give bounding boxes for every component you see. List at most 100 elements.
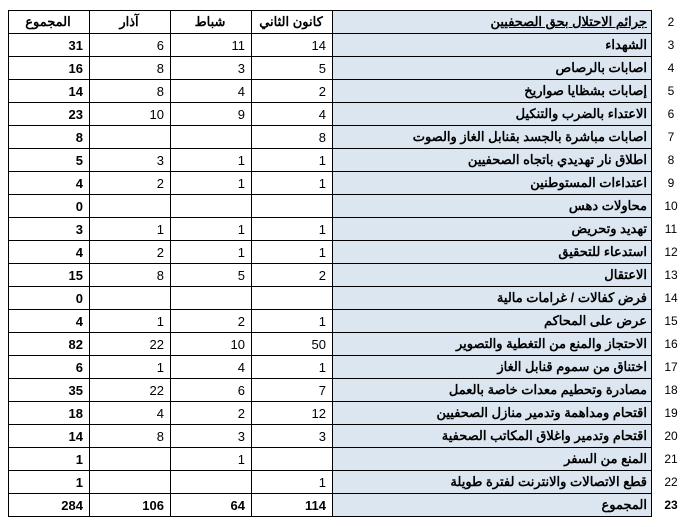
cell-feb: 11 <box>171 34 252 57</box>
footer-label: المجموع <box>333 494 652 517</box>
cell-total: 6 <box>9 356 90 379</box>
row-number: 3 <box>652 34 691 57</box>
header-col-mar: آذار <box>90 11 171 34</box>
cell-jan: 2 <box>252 264 333 287</box>
cell-feb: 5 <box>171 264 252 287</box>
cell-mar: 3 <box>90 149 171 172</box>
cell-mar: 6 <box>90 34 171 57</box>
cell-total: 1 <box>9 471 90 494</box>
row-label: الاحتجاز والمنع من التغطية والتصوير <box>333 333 652 356</box>
table-row: 8اطلاق نار تهديدي باتجاه الصحفيين1135 <box>9 149 691 172</box>
row-number: 2 <box>652 11 691 34</box>
row-label: اختناق من سموم قنابل الغاز <box>333 356 652 379</box>
row-label: الاعتقال <box>333 264 652 287</box>
table-row: 11تهديد وتحريض1113 <box>9 218 691 241</box>
cell-total: 4 <box>9 310 90 333</box>
cell-total: 14 <box>9 80 90 103</box>
cell-jan: 14 <box>252 34 333 57</box>
table-row: 4اصابات بالرصاص53816 <box>9 57 691 80</box>
row-label: تهديد وتحريض <box>333 218 652 241</box>
table-row: 14فرض كفالات / غرامات مالية0 <box>9 287 691 310</box>
row-number: 10 <box>652 195 691 218</box>
row-number: 8 <box>652 149 691 172</box>
violations-table: 2 جرائم الاحتلال بحق الصحفيين كانون الثا… <box>8 10 690 517</box>
row-label: المنع من السفر <box>333 448 652 471</box>
row-label: عرض على المحاكم <box>333 310 652 333</box>
cell-jan: 1 <box>252 218 333 241</box>
cell-total: 18 <box>9 402 90 425</box>
row-number: 18 <box>652 379 691 402</box>
row-number: 4 <box>652 57 691 80</box>
cell-feb <box>171 287 252 310</box>
cell-feb: 2 <box>171 310 252 333</box>
cell-feb: 10 <box>171 333 252 356</box>
row-number: 23 <box>652 494 691 517</box>
cell-jan: 1 <box>252 172 333 195</box>
row-number: 21 <box>652 448 691 471</box>
cell-total: 8 <box>9 126 90 149</box>
table-row: 21المنع من السفر11 <box>9 448 691 471</box>
cell-jan: 1 <box>252 471 333 494</box>
cell-jan: 1 <box>252 356 333 379</box>
table-row: 18مصادرة وتحطيم معدات خاصة بالعمل762235 <box>9 379 691 402</box>
row-label: اعتداءات المستوطنين <box>333 172 652 195</box>
cell-feb: 4 <box>171 80 252 103</box>
cell-mar: 10 <box>90 103 171 126</box>
cell-jan: 8 <box>252 126 333 149</box>
cell-total: 1 <box>9 448 90 471</box>
row-number: 13 <box>652 264 691 287</box>
cell-jan: 2 <box>252 80 333 103</box>
table-row: 15عرض على المحاكم1214 <box>9 310 691 333</box>
cell-total: 23 <box>9 103 90 126</box>
cell-jan: 1 <box>252 310 333 333</box>
cell-mar: 2 <box>90 241 171 264</box>
row-label: الاعتداء بالضرب والتنكيل <box>333 103 652 126</box>
cell-mar: 8 <box>90 80 171 103</box>
cell-feb: 2 <box>171 402 252 425</box>
cell-mar <box>90 126 171 149</box>
cell-mar: 8 <box>90 264 171 287</box>
row-label: مصادرة وتحطيم معدات خاصة بالعمل <box>333 379 652 402</box>
cell-jan <box>252 448 333 471</box>
cell-jan: 5 <box>252 57 333 80</box>
cell-jan: 4 <box>252 103 333 126</box>
cell-jan <box>252 195 333 218</box>
cell-feb <box>171 471 252 494</box>
cell-jan <box>252 287 333 310</box>
table-row: 3الشهداء1411631 <box>9 34 691 57</box>
table-header-row: 2 جرائم الاحتلال بحق الصحفيين كانون الثا… <box>9 11 691 34</box>
row-label: إصابات بشظايا صواريخ <box>333 80 652 103</box>
row-number: 19 <box>652 402 691 425</box>
row-number: 17 <box>652 356 691 379</box>
cell-feb: 1 <box>171 218 252 241</box>
footer-total: 284 <box>9 494 90 517</box>
cell-jan: 1 <box>252 241 333 264</box>
cell-mar <box>90 448 171 471</box>
cell-feb <box>171 195 252 218</box>
table-row: 9اعتداءات المستوطنين1124 <box>9 172 691 195</box>
table-row: 13الاعتقال25815 <box>9 264 691 287</box>
table-row: 6الاعتداء بالضرب والتنكيل491023 <box>9 103 691 126</box>
cell-feb: 9 <box>171 103 252 126</box>
row-number: 7 <box>652 126 691 149</box>
row-label: اطلاق نار تهديدي باتجاه الصحفيين <box>333 149 652 172</box>
cell-jan: 1 <box>252 149 333 172</box>
cell-jan: 3 <box>252 425 333 448</box>
row-number: 22 <box>652 471 691 494</box>
cell-total: 4 <box>9 172 90 195</box>
cell-feb: 4 <box>171 356 252 379</box>
row-number: 15 <box>652 310 691 333</box>
table-row: 16الاحتجاز والمنع من التغطية والتصوير501… <box>9 333 691 356</box>
cell-mar: 22 <box>90 333 171 356</box>
table-row: 22قطع الاتصالات والانترنت لفترة طويلة11 <box>9 471 691 494</box>
footer-mar: 106 <box>90 494 171 517</box>
footer-feb: 64 <box>171 494 252 517</box>
cell-mar: 2 <box>90 172 171 195</box>
cell-mar: 8 <box>90 425 171 448</box>
cell-feb: 1 <box>171 172 252 195</box>
cell-total: 5 <box>9 149 90 172</box>
cell-total: 4 <box>9 241 90 264</box>
row-label: اقتحام وتدمير واغلاق المكاتب الصحفية <box>333 425 652 448</box>
cell-feb <box>171 126 252 149</box>
table-row: 5إصابات بشظايا صواريخ24814 <box>9 80 691 103</box>
